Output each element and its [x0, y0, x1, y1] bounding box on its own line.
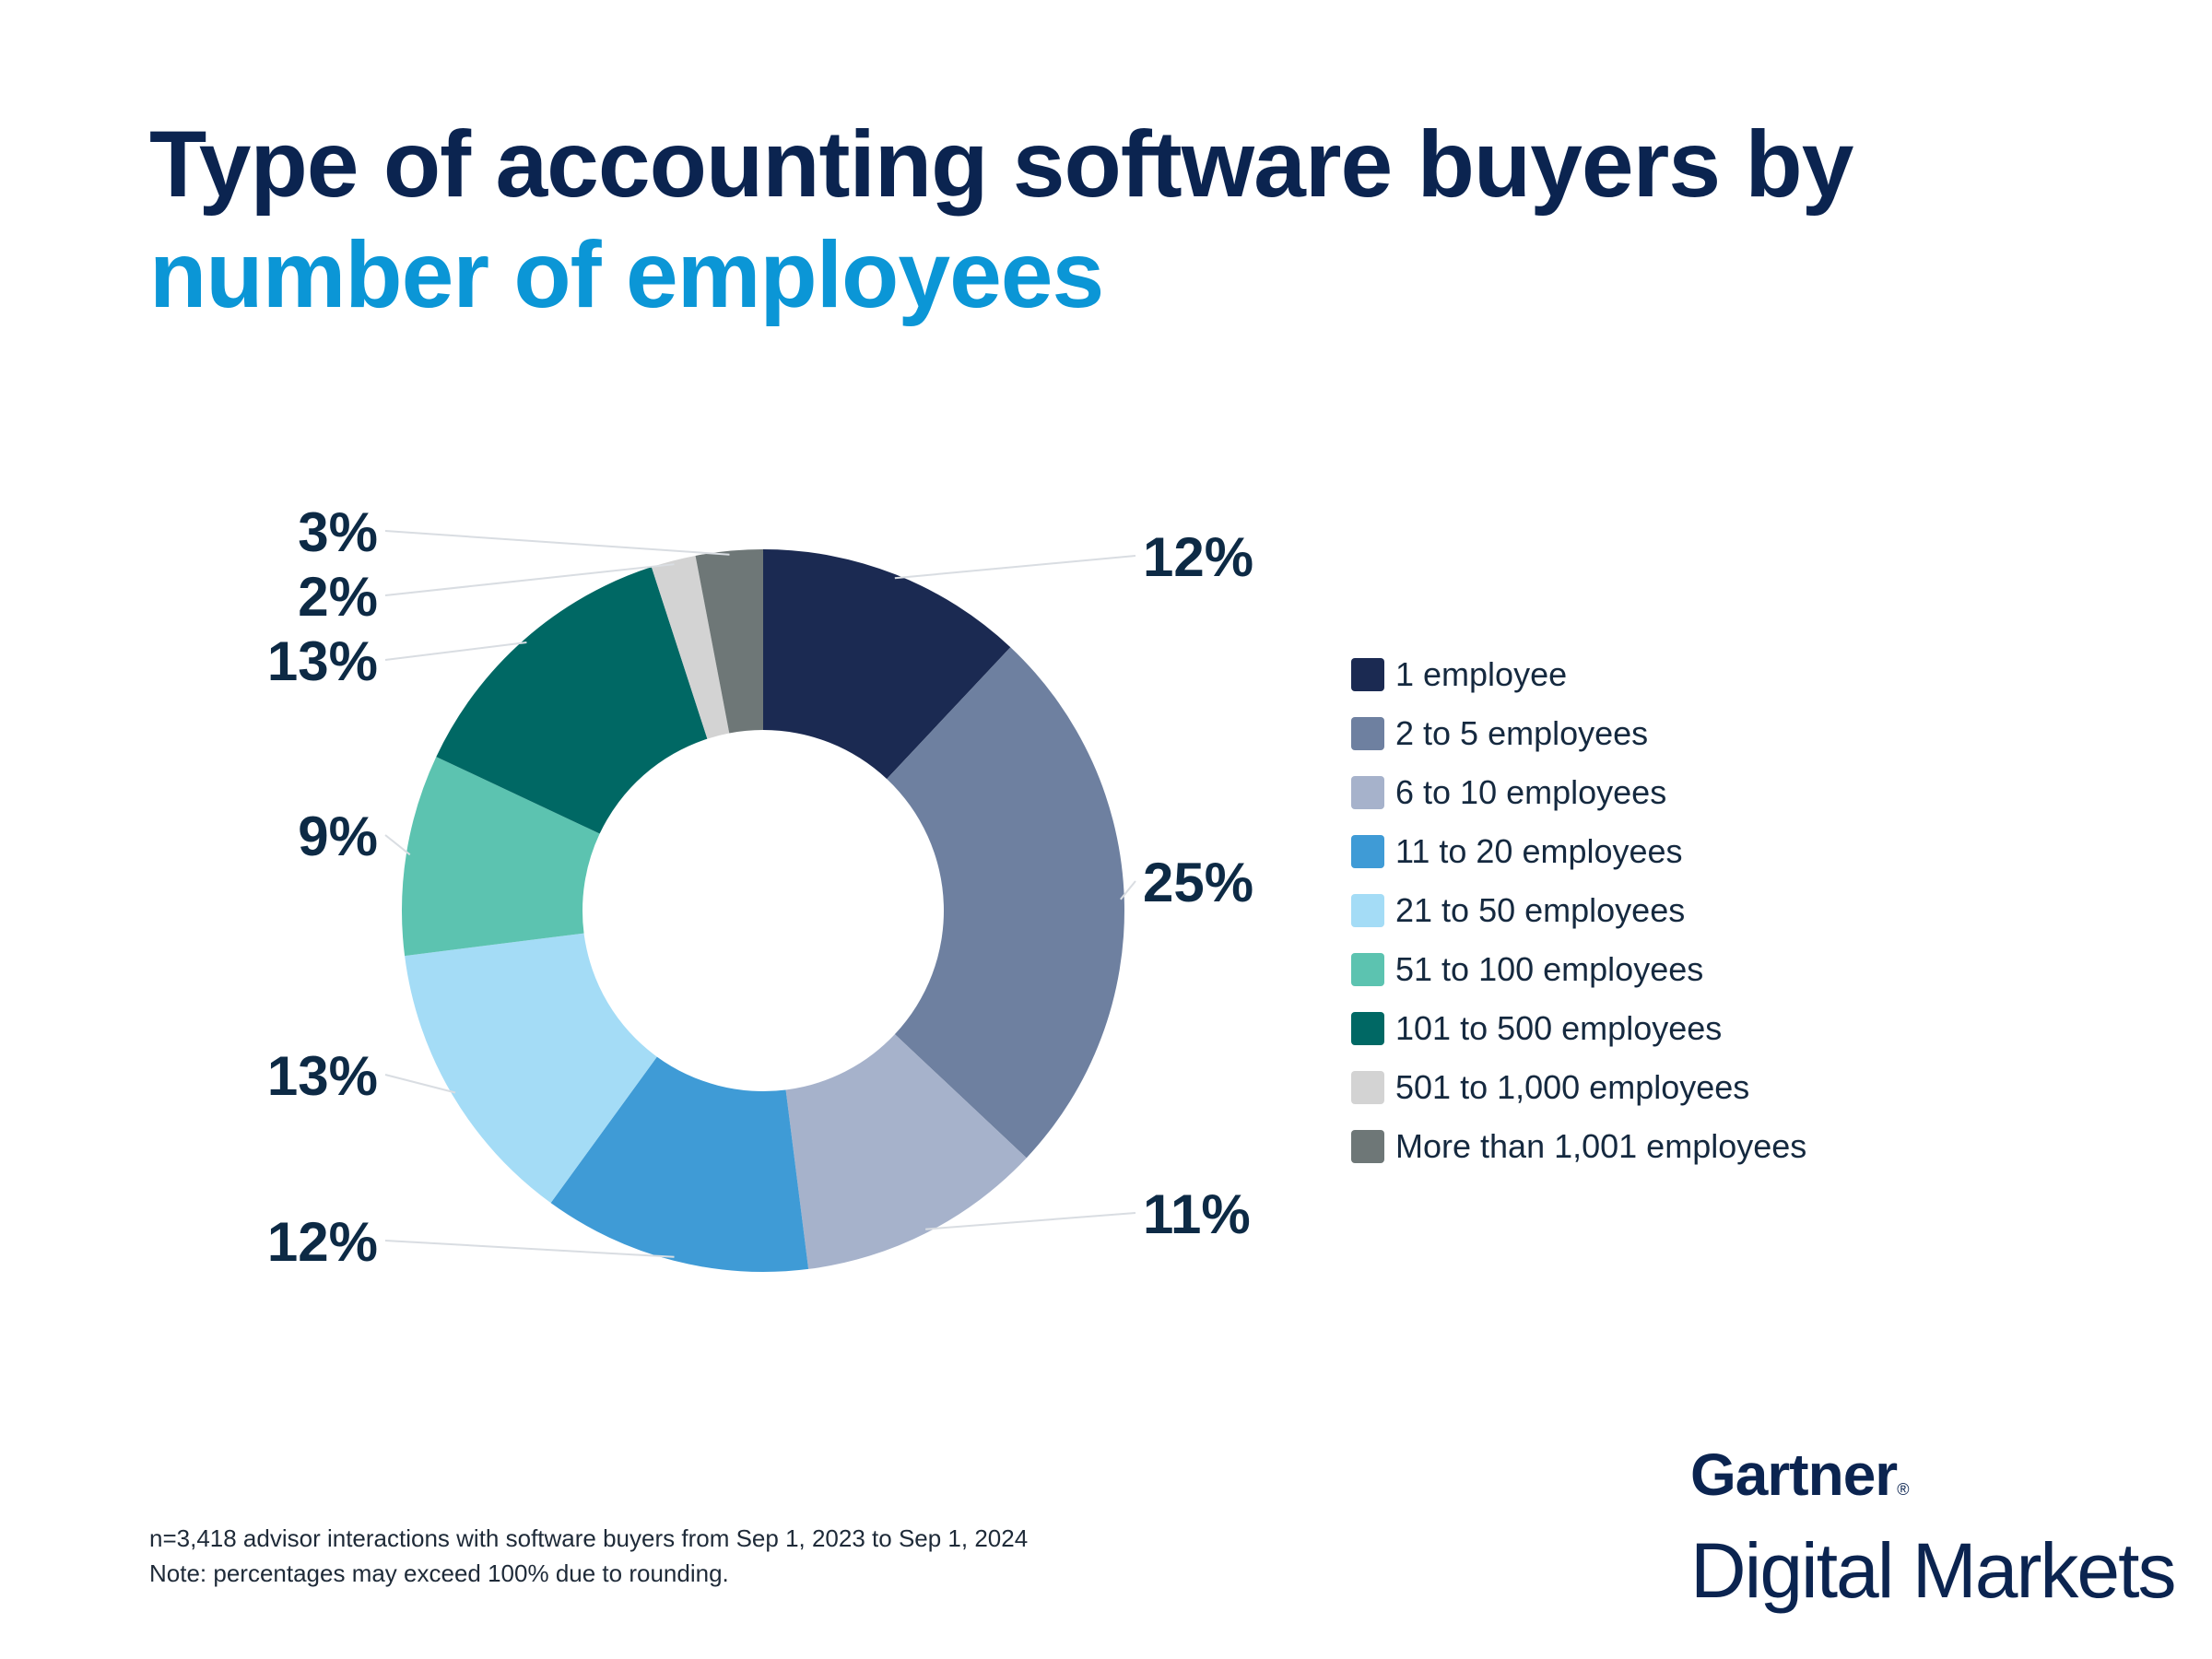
legend-swatch	[1351, 658, 1384, 691]
legend-swatch	[1351, 835, 1384, 868]
slice-label-2: 25%	[1143, 852, 1253, 913]
title-line-1: Type of accounting software buyers by	[149, 112, 1853, 217]
slice-labels: 12%25%11%12%13%9%13%2%3%	[267, 501, 1253, 1273]
legend-label: 6 to 10 employees	[1395, 773, 1667, 811]
legend-item: 6 to 10 employees	[1351, 763, 1806, 822]
slice-label-7: 13%	[267, 630, 378, 692]
rounding-note: Note: percentages may exceed 100% due to…	[149, 1559, 729, 1587]
legend-swatch	[1351, 776, 1384, 809]
slice-3	[785, 1034, 1027, 1269]
legend-label: 11 to 20 employees	[1395, 832, 1683, 870]
legend-item: 21 to 50 employees	[1351, 881, 1806, 940]
legend-swatch	[1351, 1130, 1384, 1163]
chart-title: Type of accounting software buyers by nu…	[149, 109, 1853, 330]
slice-label-9: 3%	[298, 501, 378, 563]
legend-item: 51 to 100 employees	[1351, 940, 1806, 999]
slice-2	[887, 647, 1124, 1159]
legend-swatch	[1351, 1012, 1384, 1045]
slice-label-6: 9%	[298, 806, 378, 867]
legend-item: 11 to 20 employees	[1351, 822, 1806, 881]
leader-line-7	[384, 641, 527, 661]
legend-swatch	[1351, 1071, 1384, 1104]
slice-1	[763, 549, 1011, 780]
legend-item: 2 to 5 employees	[1351, 704, 1806, 763]
leader-line-9	[384, 530, 730, 556]
leader-line-4	[384, 1240, 675, 1258]
slice-label-3: 11%	[1143, 1183, 1251, 1245]
leader-line-8	[384, 563, 675, 596]
legend-item: 101 to 500 employees	[1351, 999, 1806, 1058]
brand-digital-markets: Digital Markets	[1690, 1527, 2176, 1614]
legend-swatch	[1351, 717, 1384, 750]
legend-label: 21 to 50 employees	[1395, 891, 1686, 929]
leader-line-5	[384, 1074, 456, 1094]
slice-9	[695, 549, 763, 734]
legend-label: 51 to 100 employees	[1395, 950, 1704, 988]
legend-swatch	[1351, 894, 1384, 927]
slice-6	[401, 757, 600, 957]
legend-label: 2 to 5 employees	[1395, 714, 1649, 752]
leader-line-2	[1120, 880, 1136, 900]
legend-label: 501 to 1,000 employees	[1395, 1068, 1750, 1106]
legend-label: More than 1,001 employees	[1395, 1127, 1807, 1165]
footnotes: n=3,418 advisor interactions with softwa…	[149, 1521, 1028, 1591]
legend-item: 1 employee	[1351, 645, 1806, 704]
slice-5	[405, 933, 657, 1204]
legend: 1 employee 2 to 5 employees 6 to 10 employ…	[1351, 645, 1806, 1176]
slice-label-4: 12%	[267, 1211, 378, 1273]
slice-7	[436, 567, 708, 834]
slice-label-1: 12%	[1143, 526, 1253, 588]
legend-swatch	[1351, 953, 1384, 986]
leader-lines	[384, 530, 1136, 1258]
legend-label: 101 to 500 employees	[1395, 1009, 1723, 1047]
slice-4	[550, 1056, 809, 1272]
title-line-2: number of employees	[149, 222, 1104, 327]
leader-line-3	[925, 1212, 1136, 1230]
brand-gartner: Gartner®	[1690, 1438, 2174, 1526]
brand-registered-mark: ®	[1897, 1480, 1909, 1499]
legend-item: More than 1,001 employees	[1351, 1117, 1806, 1176]
slice-label-5: 13%	[267, 1045, 378, 1107]
slice-8	[651, 555, 730, 739]
slice-label-8: 2%	[298, 566, 378, 628]
donut-slices	[401, 549, 1124, 1272]
sample-size-note: n=3,418 advisor interactions with softwa…	[149, 1524, 1029, 1552]
leader-line-6	[384, 834, 411, 856]
gartner-logo: Gartner® Digital Markets	[1690, 1438, 2176, 1615]
leader-line-1	[894, 555, 1136, 580]
legend-item: 501 to 1,000 employees	[1351, 1058, 1806, 1117]
brand-gartner-text: Gartner	[1690, 1441, 1898, 1508]
legend-label: 1 employee	[1395, 655, 1568, 693]
